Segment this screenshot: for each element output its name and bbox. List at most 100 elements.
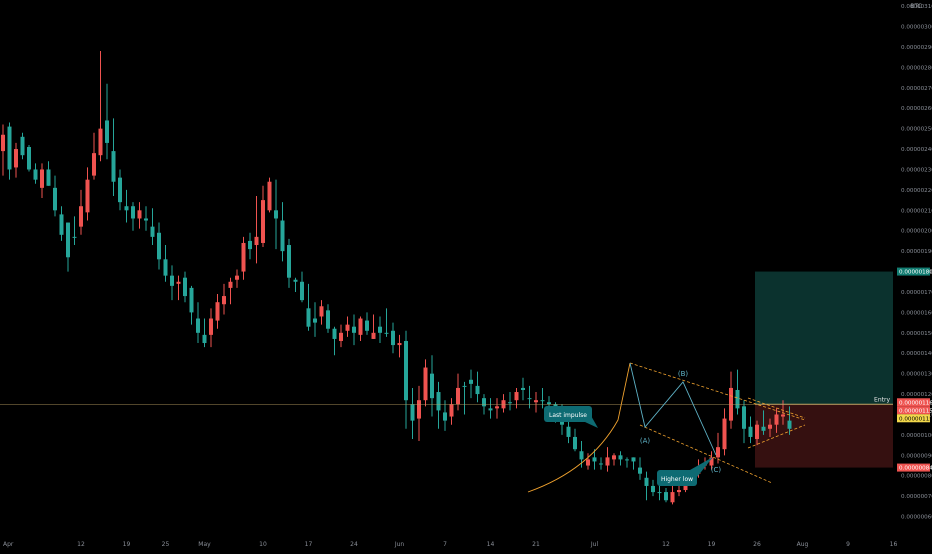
candle-body bbox=[430, 373, 434, 399]
candle-body bbox=[735, 389, 740, 409]
candle-body bbox=[40, 169, 44, 188]
y-tick-label: 0.00000150 bbox=[901, 331, 932, 337]
candle-body bbox=[774, 414, 779, 425]
candle-body bbox=[365, 320, 369, 331]
candle-body bbox=[248, 240, 252, 250]
candle-body bbox=[280, 220, 285, 252]
wedge-upper-line bbox=[747, 397, 806, 419]
wave-a-label: (A) bbox=[640, 437, 651, 445]
y-tick-label: 0.00000270 bbox=[901, 86, 932, 92]
wave-c-label: (C) bbox=[711, 466, 722, 474]
candle-body bbox=[423, 367, 428, 401]
tp-price-tag-bg bbox=[897, 267, 930, 276]
candle-body bbox=[618, 455, 623, 460]
candle-body bbox=[79, 206, 83, 227]
candle-body bbox=[196, 318, 200, 333]
candle-body bbox=[118, 177, 122, 203]
candle-body bbox=[482, 398, 486, 407]
y-tick-label: 0.00000230 bbox=[901, 167, 932, 173]
x-axis-panel bbox=[0, 537, 893, 550]
candle-body bbox=[189, 287, 194, 313]
candle-body bbox=[592, 457, 597, 462]
y-tick-label: 0.00000250 bbox=[901, 127, 932, 133]
x-tick-label: 26 bbox=[753, 541, 761, 548]
y-tick-label: 0.00000140 bbox=[901, 351, 932, 357]
x-tick-label: 24 bbox=[350, 541, 358, 548]
x-tick-label: 16 bbox=[890, 541, 898, 548]
candle-body bbox=[391, 330, 395, 346]
x-tick-label: Apr bbox=[3, 541, 14, 548]
candle-body bbox=[397, 343, 402, 346]
candle-body bbox=[742, 406, 746, 429]
candle-body bbox=[462, 385, 467, 387]
candle-body bbox=[176, 281, 181, 284]
candle-body bbox=[755, 424, 759, 439]
y-tick-label: 0.00000300 bbox=[901, 25, 932, 31]
candle-body bbox=[761, 426, 766, 431]
candle-body bbox=[241, 242, 246, 272]
stop-loss-zone bbox=[755, 404, 893, 468]
y-tick-label: 0.00000240 bbox=[901, 147, 932, 153]
last-impulse-pointer bbox=[585, 414, 598, 428]
tp-price-tag: 0.00000180 bbox=[899, 270, 932, 276]
candle-body bbox=[170, 275, 174, 286]
candle-body bbox=[677, 490, 681, 493]
candle-body bbox=[781, 414, 785, 417]
candle-body bbox=[202, 334, 207, 344]
y-tick-label: 0.00000290 bbox=[901, 45, 932, 51]
y-tick-label: 0.00000200 bbox=[901, 229, 932, 235]
candle-body bbox=[66, 222, 70, 258]
y-tick-label: 0.00000190 bbox=[901, 249, 932, 255]
candle-body bbox=[787, 420, 792, 429]
candle-body bbox=[124, 206, 129, 211]
candle-body bbox=[345, 324, 350, 331]
entry-price-tag: 0.00000115 bbox=[899, 416, 932, 422]
candle-body bbox=[53, 187, 57, 211]
abc-wave-line bbox=[629, 362, 717, 456]
candle-body bbox=[261, 200, 265, 243]
candle-body bbox=[150, 226, 155, 237]
take-profit-zone bbox=[755, 271, 893, 405]
y-tick-label: 0.00000090 bbox=[901, 453, 932, 459]
candle-body bbox=[404, 340, 408, 401]
candle-body bbox=[566, 426, 571, 437]
y-tick-label: 0.00000260 bbox=[901, 106, 932, 112]
x-tick-label: 19 bbox=[123, 541, 131, 548]
candle-body bbox=[378, 326, 382, 333]
candle-body bbox=[371, 332, 376, 339]
candle-body bbox=[521, 387, 525, 390]
candle-body bbox=[319, 306, 324, 317]
higher-low-callout bbox=[657, 470, 697, 486]
last-impulse-text: Last impulse bbox=[549, 412, 587, 419]
candle-body bbox=[644, 477, 649, 486]
candle-body bbox=[456, 387, 460, 405]
candle-body bbox=[638, 467, 642, 474]
entry-label: Entry bbox=[874, 396, 890, 403]
candle-body bbox=[709, 457, 714, 466]
y-tick-label: 0.00000060 bbox=[901, 515, 932, 521]
candle-body bbox=[209, 318, 213, 335]
candle-body bbox=[137, 210, 142, 219]
candle-body bbox=[326, 310, 330, 329]
y-tick-label: 0.00000170 bbox=[901, 290, 932, 296]
current-price-tag-2-bg bbox=[897, 406, 930, 415]
currency-label: BTC bbox=[910, 3, 922, 10]
candle-body bbox=[670, 492, 675, 503]
wedge-lower-line bbox=[747, 424, 806, 449]
candle-body bbox=[508, 402, 512, 404]
candle-body bbox=[274, 210, 278, 219]
candle-body bbox=[534, 400, 538, 403]
x-tick-label: 14 bbox=[487, 541, 495, 548]
candle-body bbox=[306, 308, 311, 327]
candle-body bbox=[495, 406, 499, 409]
y-tick-label: 0.00000070 bbox=[901, 494, 932, 500]
candle-body bbox=[449, 404, 454, 417]
candle-body bbox=[716, 447, 720, 458]
x-tick-label: May bbox=[198, 541, 211, 548]
y-tick-label: 0.00000130 bbox=[901, 372, 932, 378]
candle-body bbox=[85, 179, 90, 213]
x-tick-label: 25 bbox=[162, 541, 170, 548]
x-tick-label: 7 bbox=[443, 541, 447, 548]
candle-body bbox=[222, 296, 226, 305]
candle-body bbox=[254, 236, 259, 246]
